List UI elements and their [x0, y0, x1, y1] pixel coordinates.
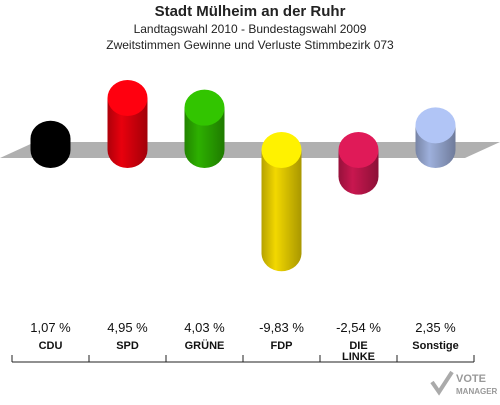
bar-bottom-cap-gruene [184, 132, 225, 168]
checkmark-ballot-icon [430, 370, 454, 396]
value-label-fdp: -9,83 % [259, 320, 304, 335]
category-label-fdp: FDP [271, 340, 293, 352]
svg-text:MANAGER: MANAGER [456, 387, 498, 396]
chart-header: Stadt Mülheim an der Ruhr Landtagswahl 2… [0, 0, 500, 53]
category-label-die-linke: DIE LINKE [342, 340, 375, 363]
category-label-gruene: GRÜNE [185, 339, 225, 352]
bar-top-cap-gruene [184, 89, 225, 126]
bar-bottom-cap-fdp [261, 235, 302, 272]
bar-spd [107, 80, 148, 168]
bar-die-linke [338, 132, 379, 195]
svg-text:VOTE: VOTE [456, 373, 486, 385]
chart-subtitle-election: Landtagswahl 2010 - Bundestagswahl 2009 [133, 22, 367, 36]
category-label-cdu: CDU [39, 340, 63, 352]
bar-bottom-cap-sonstige [415, 132, 456, 168]
category-label-spd: SPD [116, 340, 139, 352]
bar-fdp [261, 132, 302, 272]
value-label-spd: 4,95 % [107, 320, 148, 335]
bar-cdu [30, 120, 71, 168]
value-label-sonstige: 2,35 % [415, 320, 456, 335]
bar-sonstige [415, 107, 456, 168]
bar-bottom-cap-die-linke [338, 158, 379, 195]
bar-top-cap-spd [107, 80, 148, 117]
value-label-gruene: 4,03 % [184, 320, 225, 335]
bar-top-cap-die-linke [338, 132, 379, 168]
chart-subtitle-district: Zweitstimmen Gewinne und Verluste Stimmb… [106, 38, 394, 52]
chart-title: Stadt Mülheim an der Ruhr [154, 3, 346, 20]
vote-manager-logo: VOTE MANAGER [430, 368, 500, 400]
bar-top-cap-fdp [261, 132, 302, 168]
category-label-sonstige: Sonstige [412, 340, 458, 352]
bar-bottom-cap-spd [107, 132, 148, 168]
bar-top-cap-cdu [30, 120, 71, 157]
bar-gruene [184, 89, 225, 168]
value-label-die-linke: -2,54 % [336, 320, 381, 335]
value-label-cdu: 1,07 % [30, 320, 71, 335]
bar-top-cap-sonstige [415, 107, 456, 144]
